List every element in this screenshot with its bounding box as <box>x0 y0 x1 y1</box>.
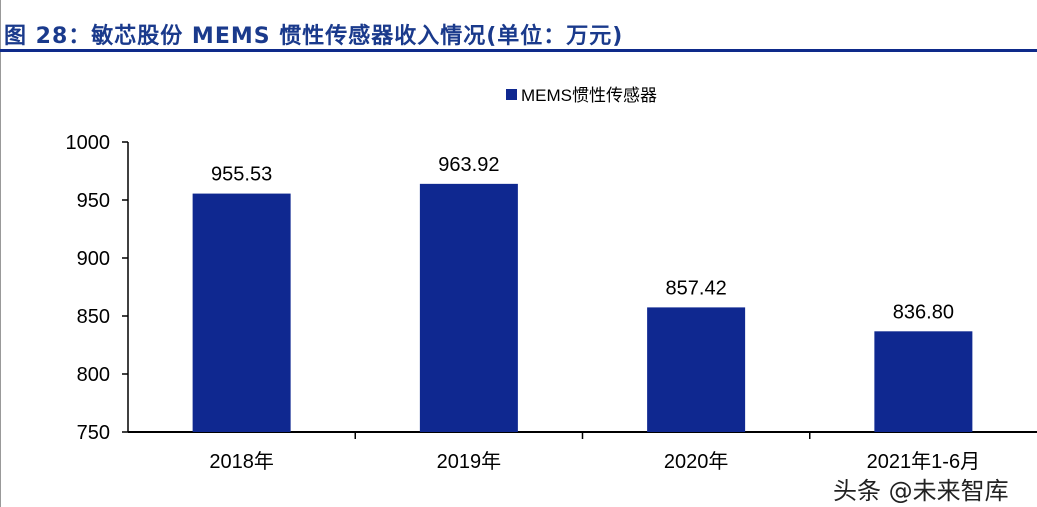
y-tick-label: 1000 <box>66 132 111 154</box>
bar <box>419 183 518 432</box>
y-tick-label: 850 <box>77 306 110 328</box>
y-tick-label: 950 <box>77 190 110 212</box>
y-tick-label: 900 <box>77 248 110 270</box>
y-tick-label: 750 <box>77 422 110 444</box>
bar <box>192 193 291 432</box>
x-tick-label: 2019年 <box>437 450 502 473</box>
left-border <box>0 0 1 507</box>
bar <box>647 307 746 432</box>
x-tick-label: 2020年 <box>664 450 729 473</box>
legend-label: MEMS惯性传感器 <box>521 86 657 105</box>
title-rule <box>0 49 1037 52</box>
data-label: 857.42 <box>666 277 727 299</box>
data-label: 836.80 <box>893 301 954 323</box>
y-tick-label: 800 <box>77 364 110 386</box>
figure-title: 图 28：敏芯股份 MEMS 惯性传感器收入情况(单位：万元) <box>4 24 624 49</box>
data-label: 955.53 <box>211 164 272 186</box>
x-tick-label: 2018年 <box>209 450 274 473</box>
watermark: 头条 @未来智库 <box>833 477 1009 505</box>
data-label: 963.92 <box>438 154 499 176</box>
legend-swatch <box>506 89 517 100</box>
x-tick-label: 2021年1-6月 <box>867 450 980 473</box>
bar <box>874 331 973 432</box>
